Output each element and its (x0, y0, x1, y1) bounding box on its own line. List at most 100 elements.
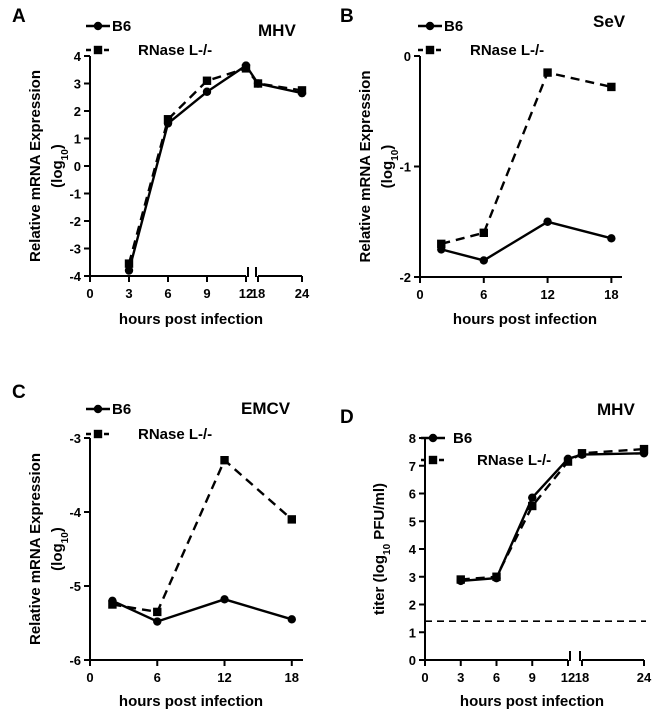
data-point (607, 82, 616, 92)
series-b6 (456, 449, 649, 586)
legend-marker (93, 404, 103, 414)
y-axis-title-unit: (log10) (49, 527, 71, 571)
y-tick-label: 0 (74, 159, 81, 174)
x-tick-label: 18 (604, 287, 618, 302)
y-axis-title-subscript: 10 (382, 543, 393, 555)
panel-letter: D (340, 407, 354, 428)
y-tick-label: -4 (69, 505, 81, 520)
x-tick-label: 18 (575, 670, 589, 685)
x-tick-label: 12 (561, 670, 575, 685)
y-axis-title-unit-part: (log (49, 160, 66, 188)
y-tick-label: 0 (404, 49, 411, 64)
data-point (639, 444, 649, 454)
data-point (220, 456, 229, 465)
y-axis-title: Relative mRNA Expression (27, 453, 44, 645)
data-point (528, 501, 537, 511)
data-point (528, 493, 537, 502)
y-axis-title-unit-part: (log (49, 543, 66, 571)
data-point (202, 76, 212, 85)
legend: B6 RNase L-/- (421, 430, 551, 469)
data-point (479, 228, 488, 237)
y-tick-label: -2 (399, 270, 411, 285)
y-tick-label: 4 (409, 542, 417, 557)
legend-marker (425, 21, 435, 31)
series-line (460, 447, 645, 581)
x-tick-label: 3 (457, 670, 464, 685)
legend-marker (428, 455, 438, 465)
y-tick-label: 2 (74, 104, 81, 119)
x-tick-label: 12 (239, 286, 253, 301)
y-tick-label: 1 (74, 132, 81, 147)
y-tick-label: -3 (69, 242, 81, 257)
y-tick-label: -6 (69, 653, 81, 668)
data-point (607, 234, 616, 243)
x-tick-label: 18 (251, 286, 265, 301)
series-line (112, 458, 293, 614)
data-point (456, 575, 465, 584)
data-point (577, 449, 587, 458)
virus-label: MHV (258, 21, 296, 40)
data-point (153, 617, 162, 626)
data-point (220, 595, 229, 604)
data-point (297, 86, 307, 95)
virus-label: MHV (597, 400, 635, 419)
x-tick-label: 3 (125, 286, 132, 301)
x-axis-title: hours post infection (460, 693, 604, 710)
y-axis-title-part: titer (log (371, 555, 388, 615)
x-tick-label: 6 (493, 670, 500, 685)
data-point (124, 266, 134, 275)
legend-marker (93, 45, 103, 55)
y-axis-title-subscript: 10 (60, 149, 71, 161)
y-tick-label: 1 (409, 625, 416, 640)
legend-marker (428, 433, 438, 443)
data-point (163, 115, 173, 124)
series-line (127, 67, 303, 264)
legend-label: B6 (112, 401, 131, 418)
y-tick-label: -3 (69, 431, 81, 446)
data-point (287, 515, 296, 524)
y-axis-title-unit: (log10) (379, 145, 401, 189)
data-point (563, 457, 573, 466)
data-point (253, 79, 263, 88)
legend-label: B6 (112, 18, 131, 35)
legend-marker (425, 45, 435, 55)
legend-label: B6 (444, 18, 463, 35)
series-line (440, 220, 612, 262)
series-rnase-l (108, 456, 296, 617)
x-tick-label: 12 (217, 670, 231, 685)
y-axis-title-unit-part: (log (379, 161, 396, 189)
y-axis-title: titer (log10 PFU/ml) (371, 483, 393, 615)
data-point (543, 68, 552, 77)
x-tick-label: 0 (86, 670, 93, 685)
y-tick-label: -1 (399, 160, 411, 175)
y-tick-label: -5 (69, 579, 81, 594)
x-tick-label: 9 (203, 286, 210, 301)
x-axis-title: hours post infection (119, 311, 263, 328)
x-axis-title: hours post infection (119, 693, 263, 710)
y-tick-label: 6 (409, 487, 416, 502)
data-point (492, 572, 501, 581)
x-tick-label: 6 (480, 287, 487, 302)
x-tick-label: 24 (637, 670, 652, 685)
series-line (127, 63, 303, 271)
panel-letter: C (12, 382, 26, 403)
data-point (202, 87, 212, 96)
y-axis-title: Relative mRNA Expression (357, 70, 374, 262)
y-tick-label: 2 (409, 598, 416, 613)
legend-label: RNase L-/- (138, 426, 212, 443)
data-point (437, 239, 446, 249)
series-line (440, 71, 612, 245)
legend-label: RNase L-/- (138, 42, 212, 59)
x-tick-label: 9 (529, 670, 536, 685)
legend: B6 RNase L-/- (86, 401, 212, 443)
series-line (111, 598, 293, 623)
panel-letter: B (340, 6, 354, 27)
x-tick-label: 0 (421, 670, 428, 685)
series-rnase-l (437, 68, 616, 249)
x-tick-label: 0 (416, 287, 423, 302)
series-rnase-l (124, 64, 307, 268)
x-tick-label: 24 (295, 286, 310, 301)
